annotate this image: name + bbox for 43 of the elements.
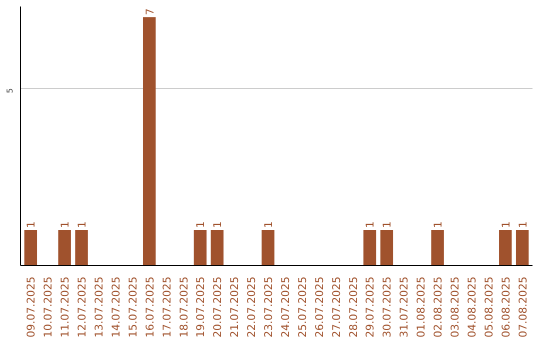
x-tick-label: 15.07.2025 — [126, 276, 140, 338]
x-tick-label: 25.07.2025 — [296, 276, 309, 338]
x-tick-label: 02.08.2025 — [432, 276, 445, 338]
x-tick-label: 09.07.2025 — [24, 276, 38, 338]
y-tick-label: 5 — [6, 88, 14, 94]
x-tick-label: 04.08.2025 — [465, 276, 478, 338]
x-tick-label: 14.07.2025 — [109, 276, 122, 338]
x-tick-label: 27.07.2025 — [330, 276, 343, 338]
x-tick-label: 12.07.2025 — [76, 276, 89, 338]
data-label: 7 — [143, 8, 156, 16]
x-tick-label: 29.07.2025 — [364, 276, 377, 338]
data-label: 1 — [194, 221, 208, 228]
x-tick-label: 11.07.2025 — [58, 276, 72, 338]
x-tick-label: 30.07.2025 — [380, 276, 394, 338]
data-label: 1 — [432, 221, 445, 228]
x-tick-label: 16.07.2025 — [143, 276, 156, 338]
x-tick-label: 06.08.2025 — [499, 276, 512, 338]
x-tick-label: 22.07.2025 — [245, 276, 258, 338]
data-label: 1 — [58, 221, 72, 228]
data-label: 1 — [364, 221, 377, 228]
x-tick-label: 26.07.2025 — [312, 276, 326, 338]
x-tick-label: 20.07.2025 — [211, 276, 224, 338]
data-label: 1 — [76, 221, 89, 228]
x-tick-label: 05.08.2025 — [482, 276, 496, 338]
data-label: 1 — [516, 221, 530, 228]
x-tick-label: 17.07.2025 — [160, 276, 174, 338]
x-tick-label: 28.07.2025 — [346, 276, 360, 338]
x-tick-label: 21.07.2025 — [228, 276, 242, 338]
x-tick-label: 23.07.2025 — [262, 276, 276, 338]
data-label: 1 — [211, 221, 224, 228]
data-label: 1 — [262, 221, 276, 228]
x-tick-label: 24.07.2025 — [278, 276, 292, 338]
x-tick-label: 18.07.2025 — [177, 276, 190, 338]
data-label: 1 — [380, 221, 394, 228]
data-label: 1 — [24, 221, 38, 228]
x-tick-label: 07.08.2025 — [516, 276, 530, 338]
x-tick-label: 13.07.2025 — [92, 276, 106, 338]
data-label: 1 — [499, 221, 512, 228]
x-tick-label: 10.07.2025 — [42, 276, 55, 338]
x-tick-label: 31.07.2025 — [398, 276, 411, 338]
x-tick-label: 01.08.2025 — [414, 276, 428, 338]
x-tick-label: 19.07.2025 — [194, 276, 208, 338]
x-tick-label: 03.08.2025 — [448, 276, 462, 338]
